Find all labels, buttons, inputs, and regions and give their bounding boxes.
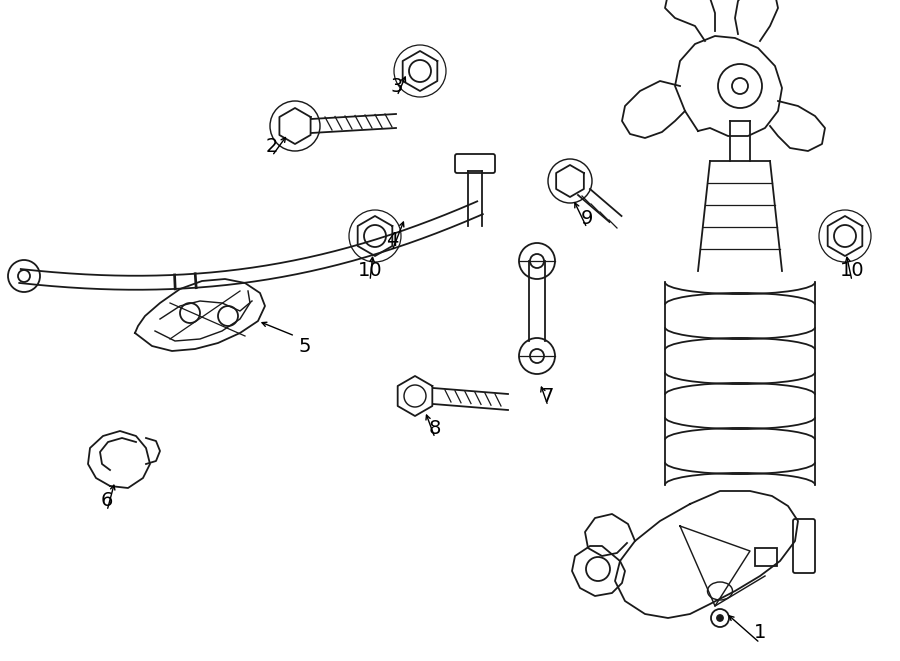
Text: 1: 1: [754, 623, 766, 642]
Text: 3: 3: [391, 77, 403, 95]
Circle shape: [717, 615, 723, 621]
Text: 4: 4: [386, 231, 398, 251]
FancyBboxPatch shape: [793, 519, 815, 573]
Text: 9: 9: [580, 208, 593, 227]
Text: 6: 6: [101, 492, 113, 510]
Text: 5: 5: [299, 336, 311, 356]
Text: 2: 2: [266, 137, 278, 155]
Text: 10: 10: [357, 262, 382, 280]
Text: 10: 10: [840, 262, 864, 280]
Text: 8: 8: [428, 418, 441, 438]
FancyBboxPatch shape: [755, 548, 777, 566]
Text: 7: 7: [542, 387, 554, 405]
FancyBboxPatch shape: [455, 154, 495, 173]
